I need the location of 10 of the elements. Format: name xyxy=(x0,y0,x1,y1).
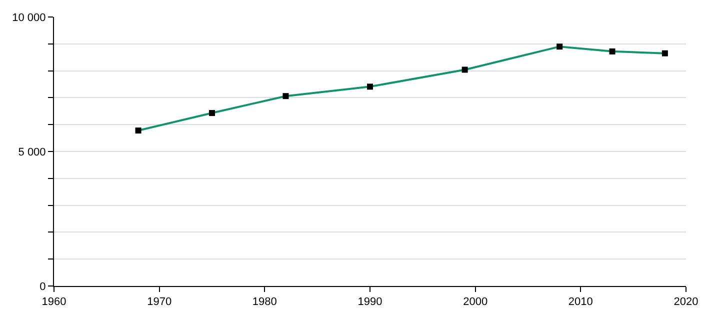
x-tick-label: 1960 xyxy=(42,296,66,308)
x-tick-label: 1990 xyxy=(358,296,382,308)
x-tick-label: 2020 xyxy=(674,296,698,308)
x-tick-label: 1970 xyxy=(147,296,172,308)
y-tick-label: 10 000 xyxy=(12,12,46,24)
x-tick-label: 2000 xyxy=(463,296,488,308)
y-tick-label: 0 xyxy=(40,280,46,293)
x-tick-label: 2010 xyxy=(568,296,593,308)
y-tick-label: 5 000 xyxy=(18,146,46,158)
x-tick-label: 1980 xyxy=(252,296,277,308)
